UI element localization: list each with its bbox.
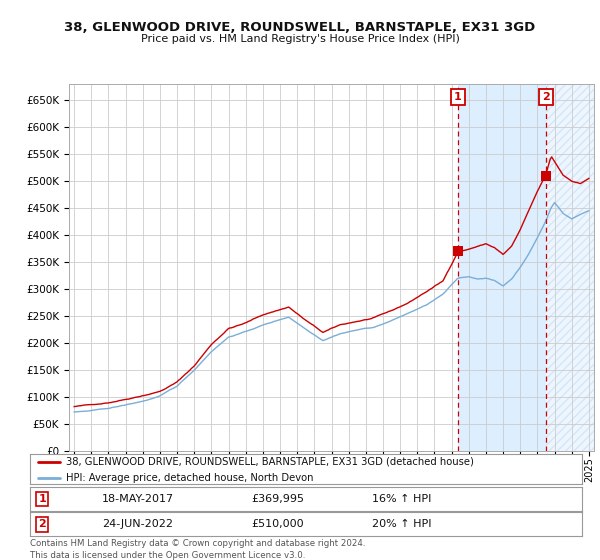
Text: 38, GLENWOOD DRIVE, ROUNDSWELL, BARNSTAPLE, EX31 3GD (detached house): 38, GLENWOOD DRIVE, ROUNDSWELL, BARNSTAP… <box>66 457 474 467</box>
Text: 18-MAY-2017: 18-MAY-2017 <box>102 494 174 504</box>
Text: Contains HM Land Registry data © Crown copyright and database right 2024.: Contains HM Land Registry data © Crown c… <box>30 539 365 548</box>
Bar <box>545 84 594 451</box>
Text: Price paid vs. HM Land Registry's House Price Index (HPI): Price paid vs. HM Land Registry's House … <box>140 34 460 44</box>
Bar <box>545 84 594 451</box>
Text: 2: 2 <box>38 519 46 529</box>
Text: 16% ↑ HPI: 16% ↑ HPI <box>372 494 431 504</box>
Text: 1: 1 <box>38 494 46 504</box>
Text: £510,000: £510,000 <box>251 519 304 529</box>
Text: 24-JUN-2022: 24-JUN-2022 <box>102 519 173 529</box>
Text: HPI: Average price, detached house, North Devon: HPI: Average price, detached house, Nort… <box>66 473 313 483</box>
Text: 20% ↑ HPI: 20% ↑ HPI <box>372 519 432 529</box>
Text: 38, GLENWOOD DRIVE, ROUNDSWELL, BARNSTAPLE, EX31 3GD: 38, GLENWOOD DRIVE, ROUNDSWELL, BARNSTAP… <box>64 21 536 34</box>
Text: 2: 2 <box>542 92 550 102</box>
Bar <box>458 84 545 451</box>
Text: £369,995: £369,995 <box>251 494 304 504</box>
Text: This data is licensed under the Open Government Licence v3.0.: This data is licensed under the Open Gov… <box>30 551 305 560</box>
Text: 1: 1 <box>454 92 462 102</box>
